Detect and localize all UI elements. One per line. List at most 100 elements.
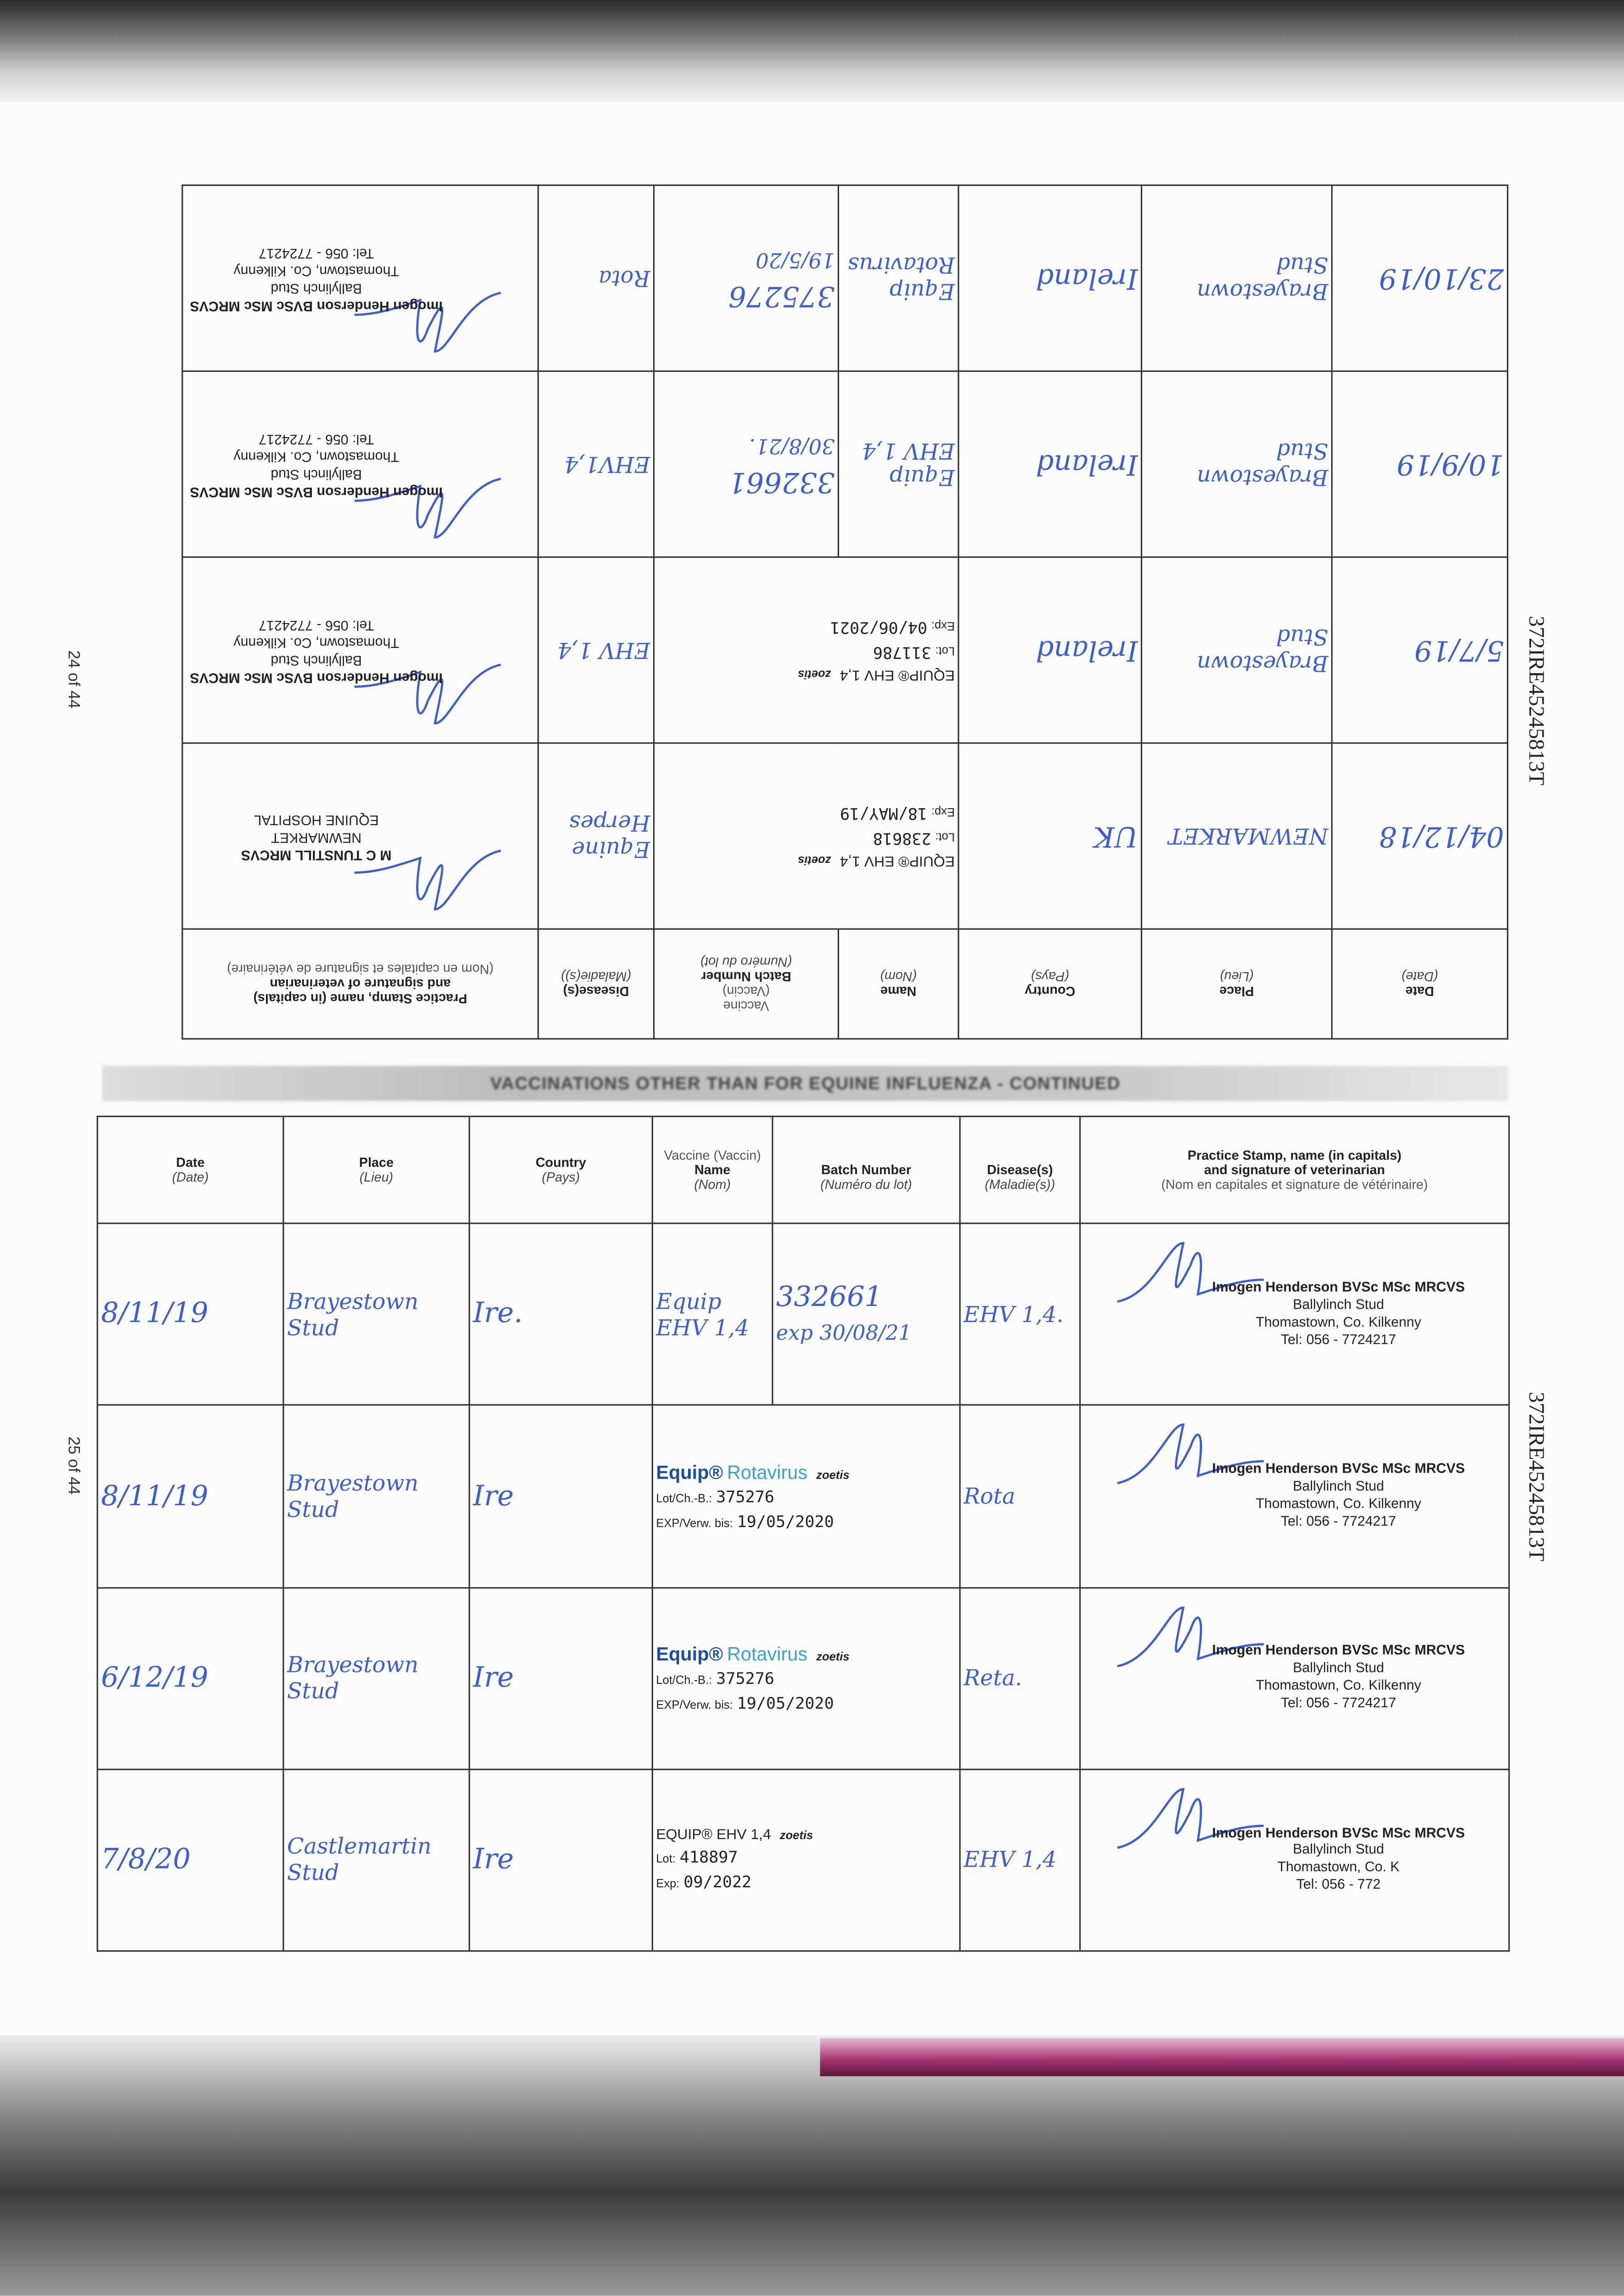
vaccination-place: Castlemartin Stud [282,1768,470,1952]
upper-page-table-rotated: Date (Date) Place (Lieu) Country (Pays) Nam… [182,185,1509,1040]
vaccination-place: Brayestown Stud [1141,185,1332,371]
header-country: Country (Pays) [958,929,1142,1039]
batch-number: 332661 30/8/21. [654,371,839,557]
practice-stamp: M C TUNSTILL MRCVS NEWMARKET EQUINE HOSPIT… [182,743,538,929]
practice-stamp: Imogen Henderson BVSc MSc MRCVS Ballylinc… [182,371,538,557]
stamp-text: Imogen Henderson BVSc MSc MRCVS Ballylinc… [1212,1461,1465,1530]
vaccination-country: UK [958,743,1142,929]
vaccine-name: Equip EHV 1,4 [838,371,959,557]
practice-stamp: Imogen Henderson BVSc MSc MRCVS Ballylinc… [1079,1768,1510,1952]
vaccine-sticker: EQUIP® EHV 1,4 zoetis Lot: 418897 Exp: 09/2… [651,1768,961,1952]
stamp-text: Imogen Henderson BVSc MSc MRCVS Ballylinc… [1212,1825,1465,1894]
disease: EHV1,4 [538,371,654,557]
disease: EHV 1,4 [538,557,654,743]
veterinarian-signature [354,292,501,353]
passport-cover-binding [820,2038,1624,2077]
stamp-text: Imogen Henderson BVSc MSc MRCVS Ballylinc… [190,244,443,313]
vaccination-date: 04/12/18 [1331,743,1508,929]
vaccination-place: Brayestown Stud [1141,371,1332,557]
disease: Rota [538,185,654,371]
vaccination-country: Ire [468,1586,654,1770]
table-row: 5/7/19 Brayestown Stud Ireland EQUIP® EHV 1… [182,557,1508,743]
vaccination-country: Ire [468,1768,654,1952]
vaccination-place: Brayestown Stud [1141,557,1332,743]
table-header-row: Date (Date) Place (Lieu) Country (Pays) Vac… [96,1115,1510,1224]
passport-number-upper: 372IRE45245813T [1523,616,1547,786]
vaccination-place: NEWMARKET [1141,743,1332,929]
header-place: Place (Lieu) [1141,929,1332,1039]
veterinarian-signature [1117,1424,1264,1485]
header-disease: Disease(s) (Maladie(s)) [538,929,654,1039]
vaccine-sticker: EQUIP® EHV 1,4zoetis Lot: 311786 Exp: 04/0… [654,557,959,743]
veterinarian-signature [1117,1606,1264,1667]
veterinarian-signature [1117,1242,1264,1303]
disease: Equine Herpes [538,743,654,929]
scanner-edge-bottom [0,2035,1624,2296]
practice-stamp: Imogen Henderson BVSc MSc MRCVS Ballylinc… [182,185,538,371]
vaccination-date: 8/11/19 [96,1404,284,1588]
scanner-edge-top [0,0,1624,103]
batch-number: 332661 exp 30/08/21 [772,1222,961,1407]
header-batch: Vaccine (Vaccin) Batch Number (Numéro du lo… [654,929,839,1039]
vaccination-place: Brayestown Stud [282,1404,470,1588]
stamp-text: Imogen Henderson BVSc MSc MRCVS Ballylinc… [190,430,443,499]
lower-vaccination-table: Date (Date) Place (Lieu) Country (Pays) Vac… [96,1115,1510,1952]
vaccination-country: Ireland [958,185,1142,371]
disease: EHV 1,4. [959,1222,1081,1407]
header-date: Date (Date) [96,1115,284,1224]
vaccination-date: 6/12/19 [96,1586,284,1770]
header-disease: Disease(s) (Maladie(s)) [959,1115,1081,1224]
header-batch: Batch Number (Numéro du lot) [772,1115,961,1224]
practice-stamp: Imogen Henderson BVSc MSc MRCVS Ballylinc… [1079,1404,1510,1588]
vaccine-name: Equip Rotavirus [838,185,959,371]
vaccination-country: Ireland [958,371,1142,557]
stamp-text: Imogen Henderson BVSc MSc MRCVS Ballylinc… [1212,1279,1465,1348]
vaccination-date: 7/8/20 [96,1768,284,1952]
stamp-text: Imogen Henderson BVSc MSc MRCVS Ballylinc… [190,616,443,685]
table-row: 6/12/19 Brayestown Stud Ire Equip® Rotaviru… [96,1586,1510,1770]
veterinarian-signature [1117,1788,1264,1849]
table-row: 8/11/19 Brayestown Stud Ire. Equip EHV 1,4 3… [96,1222,1510,1407]
disease: EHV 1,4 [959,1768,1081,1952]
vaccination-date: 10/9/19 [1331,371,1508,557]
vaccine-name: Equip EHV 1,4 [651,1222,773,1407]
vaccination-date: 23/10/19 [1331,185,1508,371]
veterinarian-signature [354,850,501,911]
stamp-text: M C TUNSTILL MRCVS NEWMARKET EQUINE HOSPIT… [241,811,392,862]
disease: Reta. [959,1586,1081,1770]
table-row: 10/9/19 Brayestown Stud Ireland Equip EHV 1… [182,371,1508,557]
vaccination-place: Brayestown Stud [282,1222,470,1407]
practice-stamp: Imogen Henderson BVSc MSc MRCVS Ballylinc… [182,557,538,743]
vaccination-country: Ire [468,1404,654,1588]
table-row: 04/12/18 NEWMARKET UK EQUIP® EHV 1,4zoetis L… [182,743,1508,929]
header-stamp: Practice Stamp, name (in capitals) and si… [1079,1115,1510,1224]
table-row: 8/11/19 Brayestown Stud Ire Equip® Rotaviru… [96,1404,1510,1588]
section-title: VACCINATIONS OTHER THAN FOR EQUINE INFLU… [102,1066,1509,1101]
header-name: Vaccine (Vaccin) Name (Nom) [651,1115,773,1224]
vaccination-country: Ire. [468,1222,654,1407]
passport-number-lower: 372IRE45245813T [1523,1391,1547,1562]
vaccination-date: 8/11/19 [96,1222,284,1407]
vaccine-sticker: Equip® Rotavirus zoetis Lot/Ch.-B.: 375276… [651,1404,961,1588]
table-row: 7/8/20 Castlemartin Stud Ire EQUIP® EHV 1,4… [96,1768,1510,1952]
batch-number: 375276 19/5/20 [654,185,839,371]
veterinarian-signature [354,664,501,725]
practice-stamp: Imogen Henderson BVSc MSc MRCVS Ballylinc… [1079,1222,1510,1407]
vaccination-date: 5/7/19 [1331,557,1508,743]
stamp-text: Imogen Henderson BVSc MSc MRCVS Ballylinc… [1212,1643,1465,1712]
vaccination-country: Ireland [958,557,1142,743]
veterinarian-signature [354,478,501,539]
header-country: Country (Pays) [468,1115,654,1224]
page-number-upper: 24 of 44 [64,650,82,709]
table-header-row: Date (Date) Place (Lieu) Country (Pays) Nam… [182,929,1508,1039]
practice-stamp: Imogen Henderson BVSc MSc MRCVS Ballylinc… [1079,1586,1510,1770]
vaccine-sticker: EQUIP® EHV 1,4zoetis Lot: 238618 Exp: 18/M… [654,743,959,929]
table-row: 23/10/19 Brayestown Stud Ireland Equip Rota… [182,185,1508,371]
header-place: Place (Lieu) [282,1115,470,1224]
header-date: Date (Date) [1331,929,1508,1039]
header-name: Name (Nom) [838,929,959,1039]
header-stamp: Practice Stamp, name (in capitals) and si… [182,929,538,1039]
vaccination-place: Brayestown Stud [282,1586,470,1770]
disease: Rota [959,1404,1081,1588]
